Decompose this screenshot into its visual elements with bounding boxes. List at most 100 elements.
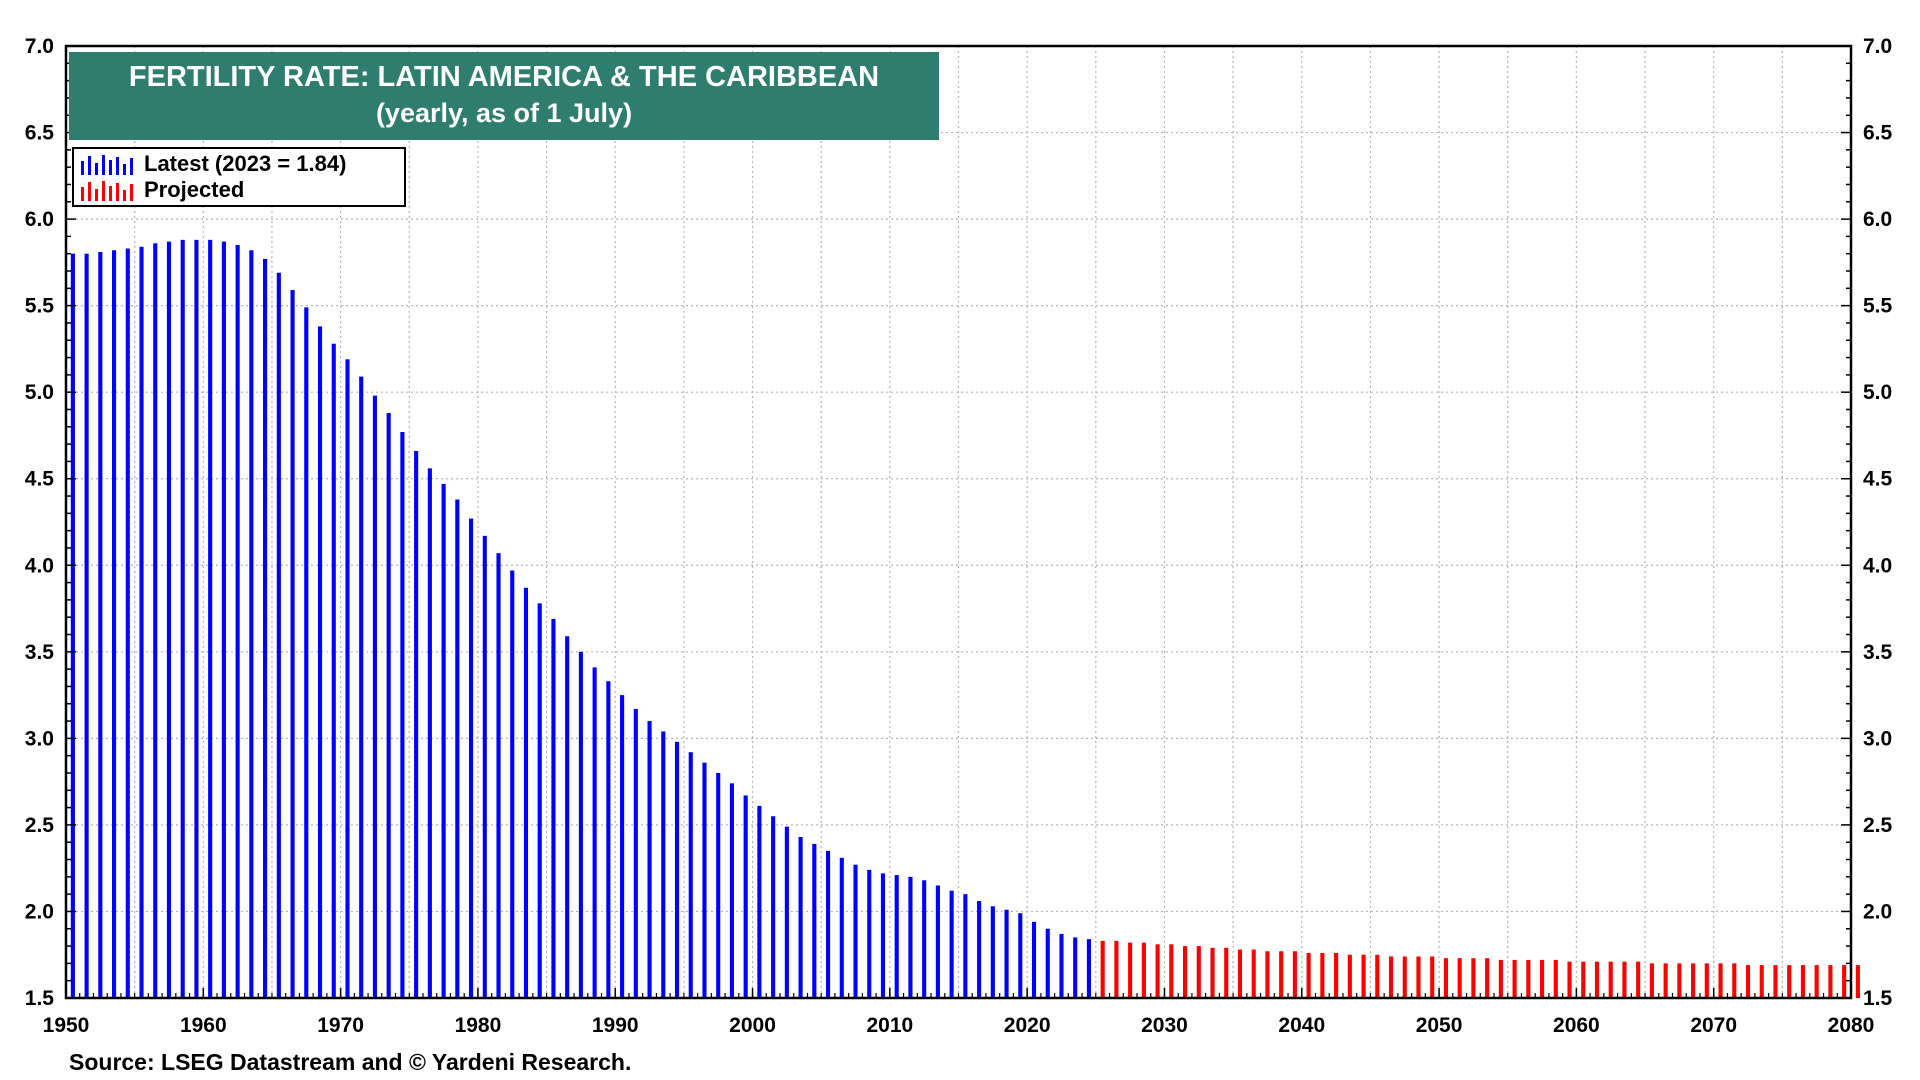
bar-latest — [153, 243, 158, 998]
bar-latest — [880, 873, 886, 998]
source-note: Source: LSEG Datastream and © Yardeni Re… — [69, 1049, 632, 1075]
bar-latest — [633, 708, 638, 998]
bar-latest — [386, 412, 391, 998]
bar-projected — [1800, 965, 1805, 998]
bar-projected — [1677, 963, 1682, 998]
bar-latest — [1073, 937, 1078, 998]
y-tick-label-left: 1.5 — [25, 987, 55, 1010]
bar-projected — [1622, 961, 1627, 998]
bar-latest — [469, 518, 474, 998]
y-tick-label-right: 6.5 — [1863, 122, 1893, 145]
bar-latest — [441, 483, 446, 998]
y-tick-label-left: 6.0 — [25, 208, 54, 231]
bar-latest — [455, 499, 460, 998]
bar-projected — [1718, 963, 1723, 998]
bar-latest — [661, 731, 666, 998]
bar-projected — [1457, 958, 1462, 998]
bar-projected — [1443, 958, 1448, 998]
bar-latest — [221, 241, 226, 999]
bar-projected — [1237, 949, 1243, 998]
bar-projected — [1430, 956, 1435, 998]
bar-latest — [84, 253, 89, 998]
bar-projected — [1498, 959, 1503, 998]
bar-projected — [1361, 954, 1366, 998]
bar-latest — [523, 587, 529, 998]
x-tick-label: 2060 — [1553, 1014, 1600, 1037]
bar-projected — [1292, 951, 1297, 998]
legend: Latest (2023 = 1.84) Projected — [72, 147, 406, 207]
y-tick-label-left: 2.5 — [25, 814, 55, 837]
bar-projected — [1347, 954, 1352, 998]
y-tick-label-right: 6.0 — [1863, 208, 1892, 231]
y-tick-label-left: 2.0 — [25, 900, 54, 923]
bar-projected — [1224, 947, 1229, 998]
bar-projected — [1594, 961, 1600, 998]
bar-projected — [1745, 965, 1751, 998]
legend-item-projected: Projected — [80, 177, 244, 202]
bar-projected — [1251, 949, 1256, 998]
bar-projected — [1416, 956, 1421, 998]
x-tick-label: 1970 — [317, 1014, 364, 1037]
bar-latest — [908, 876, 913, 998]
legend-swatch-projected — [81, 181, 133, 201]
bar-latest — [729, 783, 734, 998]
bar-projected — [1334, 953, 1339, 998]
y-tick-label-left: 3.5 — [25, 641, 55, 664]
x-tick-label: 2010 — [866, 1014, 913, 1037]
bar-latest — [112, 250, 117, 998]
x-tick-label: 2000 — [729, 1014, 776, 1037]
bar-latest — [359, 376, 364, 999]
bar-projected — [1169, 944, 1174, 998]
bar-projected — [1100, 940, 1105, 998]
bar-projected — [1691, 963, 1696, 998]
bar-projected — [1265, 951, 1270, 998]
bar-projected — [1306, 953, 1311, 998]
bar-latest — [427, 468, 432, 999]
x-tick-label: 2040 — [1278, 1014, 1325, 1037]
x-tick-label: 2050 — [1416, 1014, 1463, 1037]
x-tick-label: 1990 — [592, 1014, 639, 1037]
bar-projected — [1704, 963, 1709, 998]
bar-latest — [372, 395, 377, 998]
bar-latest — [977, 901, 982, 998]
bar-projected — [1608, 961, 1613, 998]
bar-latest — [674, 741, 680, 998]
bar-latest — [853, 864, 858, 998]
bar-latest — [688, 752, 693, 998]
bar-latest — [414, 451, 419, 998]
y-tick-label-left: 5.0 — [25, 381, 54, 404]
bar-projected — [1540, 959, 1545, 998]
y-tick-label-left: 4.5 — [25, 468, 55, 491]
bar-projected — [1388, 956, 1394, 998]
bar-latest — [166, 241, 172, 999]
x-tick-label: 1980 — [455, 1014, 502, 1037]
bar-latest — [826, 850, 831, 998]
y-tick-label-right: 3.5 — [1863, 641, 1893, 664]
bar-latest — [812, 843, 817, 998]
bar-latest — [592, 667, 597, 998]
bar-projected — [1128, 942, 1133, 998]
y-tick-label-right: 2.0 — [1863, 900, 1892, 923]
bar-latest — [565, 636, 570, 998]
bar-latest — [647, 721, 652, 998]
chart-subtitle: (yearly, as of 1 July) — [375, 98, 633, 128]
y-tick-label-right: 7.0 — [1863, 35, 1892, 58]
bar-projected — [1471, 958, 1476, 998]
bar-latest — [290, 290, 295, 998]
bar-latest — [839, 857, 844, 998]
bar-latest — [400, 431, 405, 998]
bar-projected — [1759, 965, 1764, 998]
x-tick-label: 1960 — [180, 1014, 227, 1037]
bar-projected — [1183, 946, 1188, 998]
bar-latest — [1018, 913, 1023, 998]
bar-projected — [1649, 963, 1654, 998]
bar-latest — [263, 258, 268, 998]
bar-projected — [1320, 953, 1325, 998]
bar-latest — [798, 837, 803, 998]
bar-latest — [606, 681, 611, 998]
bar-latest — [771, 816, 776, 998]
bar-projected — [1636, 961, 1641, 998]
chart-title-box: FERTILITY RATE: LATIN AMERICA & THE CARI… — [69, 52, 939, 140]
bar-projected — [1567, 961, 1572, 998]
bar-latest — [578, 651, 583, 998]
